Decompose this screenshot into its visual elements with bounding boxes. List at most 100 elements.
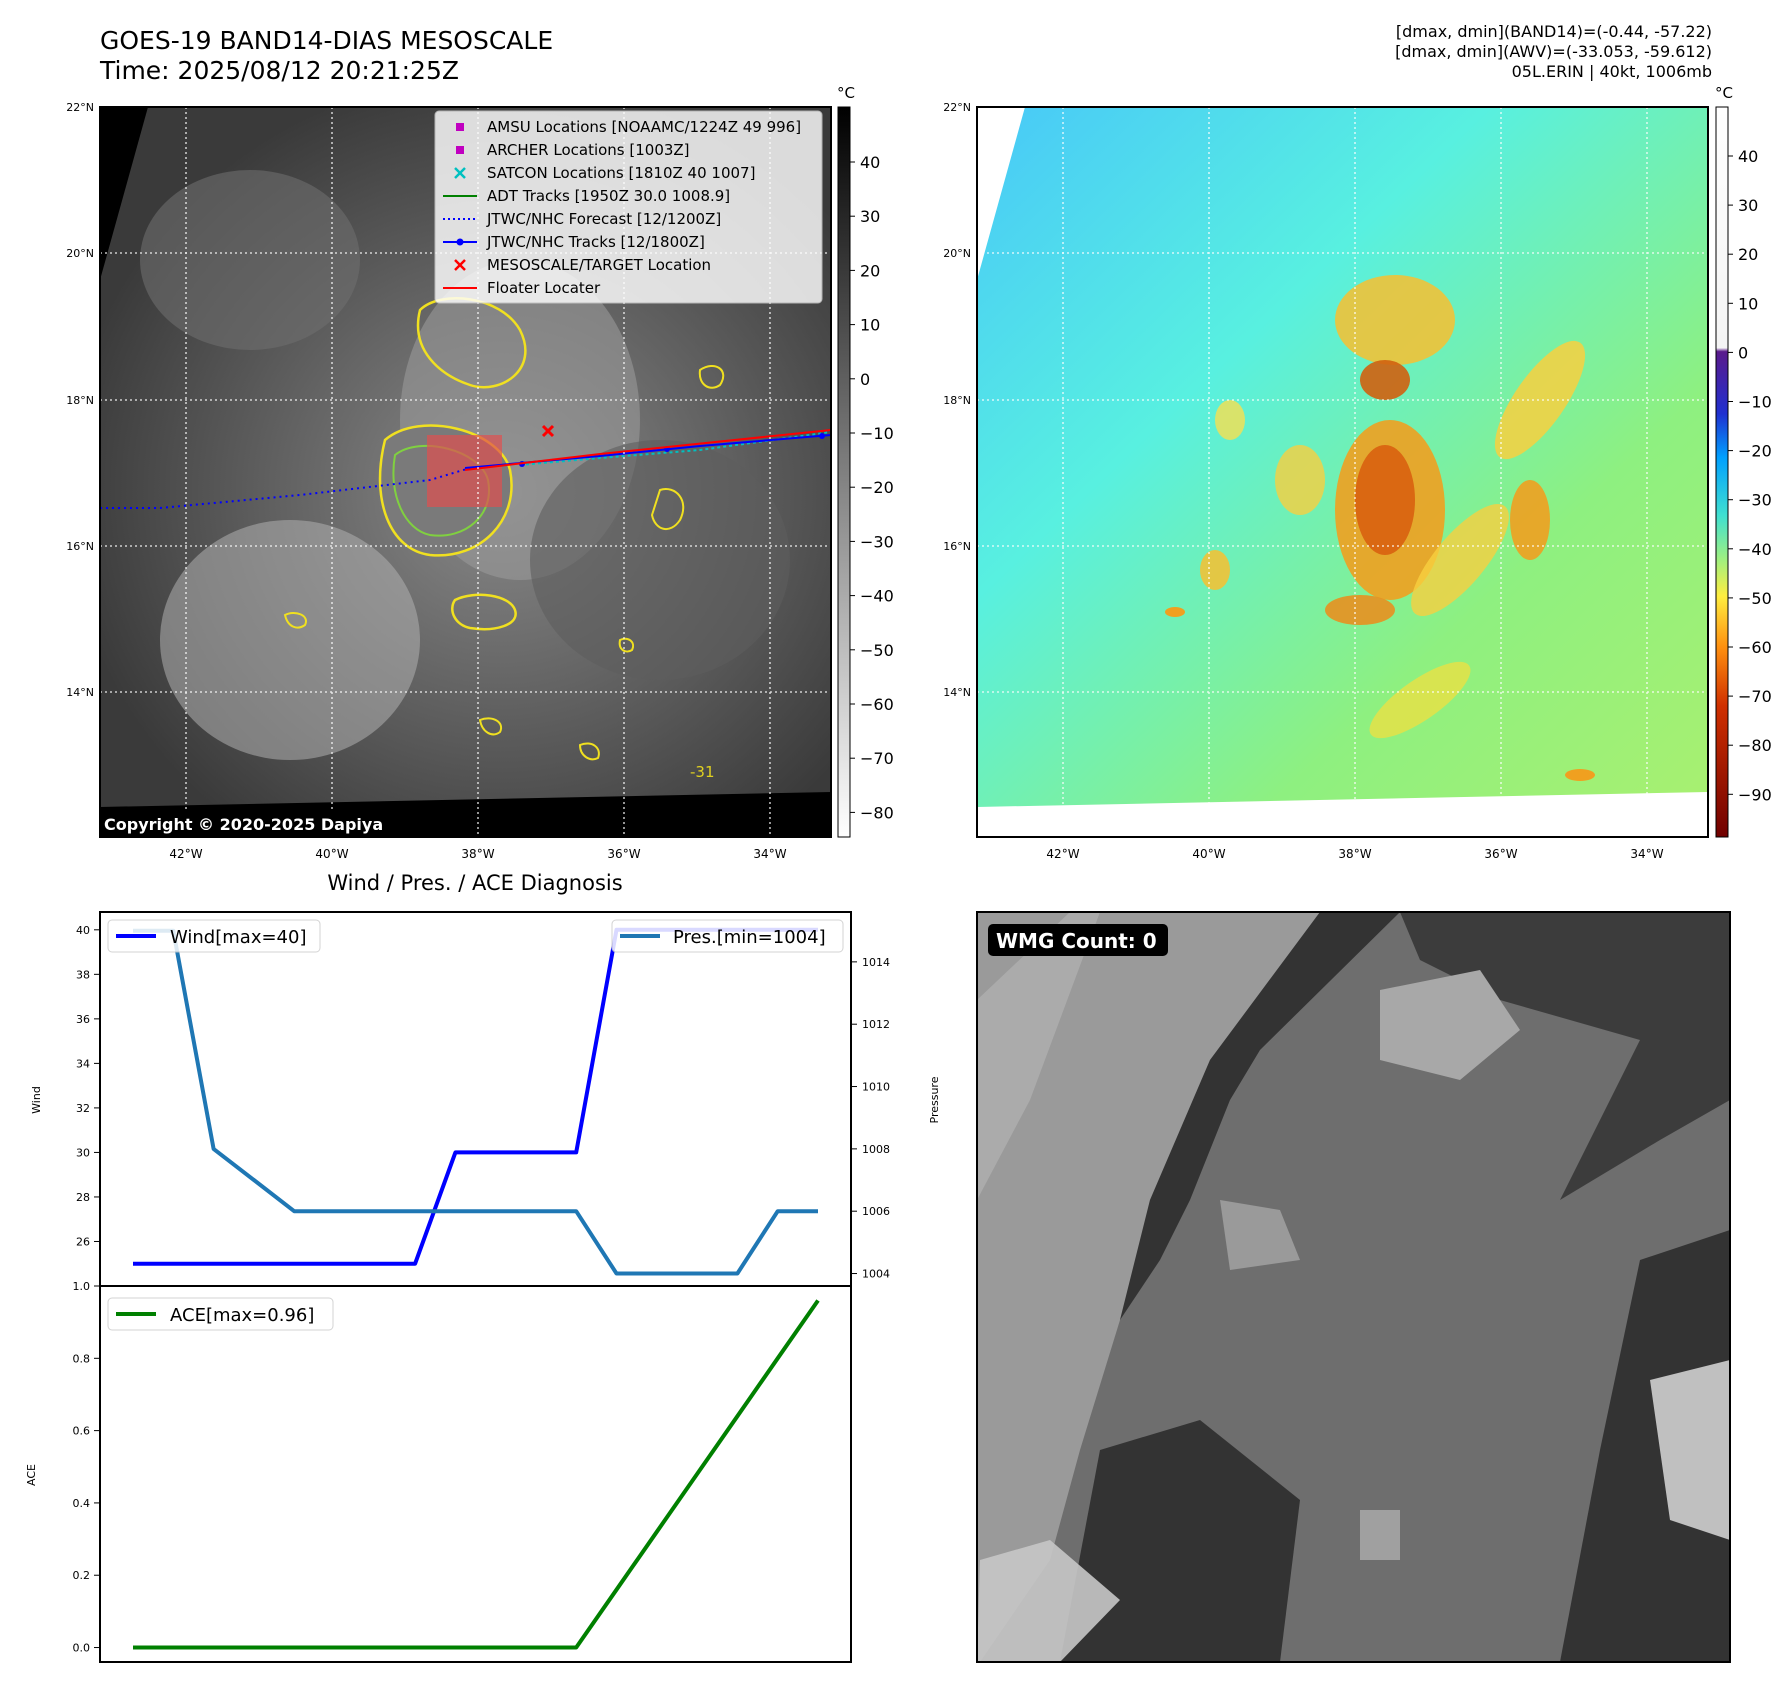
- pressure-series-line: [133, 928, 818, 1276]
- stats-block: [dmax, dmin](BAND14)=(-0.44, -57.22) [dm…: [1395, 22, 1712, 82]
- pressure-tick: 1006: [862, 1205, 890, 1218]
- ir-legend-item: ADT Tracks [1950Z 30.0 1008.9]: [443, 187, 730, 205]
- ir-colorbar-tick: 40: [860, 153, 880, 172]
- ace-legend: ACE[max=0.96]: [107, 1297, 334, 1331]
- wind-tick: 32: [76, 1102, 90, 1115]
- wv-colorbar-tick: −90: [1738, 785, 1772, 804]
- ir-legend-item: AMSU Locations [NOAAMC/1224Z 49 996]: [456, 118, 801, 136]
- wv-colorbar-tick: −70: [1738, 687, 1772, 706]
- wv-colorbar-tick: 10: [1738, 294, 1758, 313]
- wv-colorbar-tick: 0: [1738, 343, 1748, 362]
- wv-lon-tick: 38°W: [1338, 847, 1371, 861]
- copyright-text: Copyright © 2020-2025 Dapiya: [104, 815, 383, 834]
- ir-colorbar-tick: −80: [860, 803, 894, 822]
- pressure-legend: Pres.[min=1004]: [611, 919, 844, 953]
- ir-lat-tick: 22°N: [66, 101, 94, 114]
- wind-tick: 36: [76, 1013, 90, 1026]
- ir-legend-item: Floater Locater: [443, 279, 601, 297]
- ir-lon-tick: 42°W: [169, 847, 202, 861]
- wv-colorbar-tick: 20: [1738, 245, 1758, 264]
- wv-panel: [976, 106, 1709, 838]
- wv-imagery: [977, 107, 1708, 807]
- diagnosis-chart: Wind / Pres. / ACE Diagnosis Wind Pressu…: [25, 871, 941, 1663]
- ace-legend-label: ACE[max=0.96]: [170, 1305, 314, 1326]
- wv-colorbar-tick: 40: [1738, 147, 1758, 166]
- ir-colorbar: °C 40 30 20 10 0 −10 −20 −30 −40 −50 −60 −70 −80: [837, 84, 894, 838]
- wind-legend: Wind[max=40]: [107, 919, 321, 953]
- wmg-left-region: [977, 912, 1320, 1662]
- wind-legend-label: Wind[max=40]: [170, 927, 307, 948]
- wv-colorbar-tick: 30: [1738, 196, 1758, 215]
- wind-tick: 28: [76, 1191, 90, 1204]
- ir-colorbar-tick: −50: [860, 641, 894, 660]
- wv-colorbar: °C 40 30 20 10 0 −10 −20 −30 −40 −50 −60 −70 −80 −90: [1715, 84, 1772, 838]
- ir-lat-tick: 20°N: [66, 247, 94, 260]
- diag-title: Wind / Pres. / ACE Diagnosis: [327, 871, 622, 895]
- ir-colorbar-tick: −40: [860, 587, 894, 606]
- wind-tick: 26: [76, 1235, 90, 1248]
- wv-colorbar-tick: −60: [1738, 638, 1772, 657]
- ir-lat-tick: 16°N: [66, 540, 94, 553]
- pressure-legend-label: Pres.[min=1004]: [673, 927, 826, 948]
- ace-tick: 0.0: [73, 1642, 91, 1655]
- ace-series-line: [133, 1299, 820, 1650]
- wv-gridlines: [977, 107, 1708, 837]
- ace-tick: 0.6: [73, 1425, 91, 1438]
- title-line2: Time: 2025/08/12 20:21:25Z: [100, 56, 459, 85]
- ir-lon-tick: 40°W: [315, 847, 348, 861]
- wind-tick: 38: [76, 968, 90, 981]
- ir-legend-item: ARCHER Locations [1003Z]: [456, 141, 690, 159]
- wind-pres-axes: [99, 911, 852, 1287]
- storm-info: 05L.ERIN | 40kt, 1006mb: [1511, 62, 1712, 81]
- ir-colorbar-tick: −10: [860, 424, 894, 443]
- ir-legend-label: MESOSCALE/TARGET Location: [487, 256, 711, 274]
- ir-colorbar-tick: −70: [860, 749, 894, 768]
- wv-lon-tick: 36°W: [1484, 847, 1517, 861]
- wv-lat-tick: 20°N: [943, 247, 971, 260]
- ir-colorbar-tick: −60: [860, 695, 894, 714]
- wv-lat-tick: 14°N: [943, 686, 971, 699]
- wind-tick: 40: [76, 924, 90, 937]
- ir-colorbar-tick: 10: [860, 316, 880, 335]
- ir-colorbar-tick: 0: [860, 370, 870, 389]
- ir-colorbar-unit: °C: [837, 84, 855, 102]
- wv-lon-tick: 42°W: [1046, 847, 1079, 861]
- wind-tick: 34: [76, 1057, 90, 1070]
- ace-tick: 0.2: [73, 1569, 91, 1582]
- floater-box: [427, 435, 502, 507]
- ace-tick: 1.0: [73, 1280, 91, 1293]
- ir-colorbar-tick: −20: [860, 478, 894, 497]
- wv-colorbar-tick: −20: [1738, 442, 1772, 461]
- stat-band14: [dmax, dmin](BAND14)=(-0.44, -57.22): [1395, 22, 1712, 41]
- ir-lat-tick: 18°N: [66, 394, 94, 407]
- wv-lat-tick: 16°N: [943, 540, 971, 553]
- wv-lat-tick: 22°N: [943, 101, 971, 114]
- ir-legend-label: ADT Tracks [1950Z 30.0 1008.9]: [487, 187, 730, 205]
- stat-awv: [dmax, dmin](AWV)=(-33.053, -59.612): [1395, 42, 1712, 61]
- pressure-tick: 1010: [862, 1081, 890, 1094]
- wmg-count-label: WMG Count: 0: [996, 929, 1157, 953]
- pressure-tick: 1012: [862, 1018, 890, 1031]
- figure-title: GOES-19 BAND14-DIAS MESOSCALE Time: 2025…: [100, 26, 553, 86]
- ir-legend-label: JTWC/NHC Tracks [12/1800Z]: [486, 233, 705, 251]
- wv-colorbar-tick: −30: [1738, 491, 1772, 510]
- pressure-tick: 1014: [862, 956, 890, 969]
- pressure-tick: 1004: [862, 1268, 890, 1281]
- wv-lon-tick: 40°W: [1192, 847, 1225, 861]
- ir-legend-item: JTWC/NHC Tracks [12/1800Z]: [443, 233, 705, 251]
- wv-colorbar-tick: −10: [1738, 393, 1772, 412]
- ir-legend-item: MESOSCALE/TARGET Location: [454, 256, 711, 274]
- ir-legend-label: ARCHER Locations [1003Z]: [487, 141, 690, 159]
- wv-colorbar-tick: −80: [1738, 736, 1772, 755]
- ir-legend-label: JTWC/NHC Forecast [12/1200Z]: [486, 210, 721, 228]
- title-line1: GOES-19 BAND14-DIAS MESOSCALE: [100, 26, 554, 55]
- wmg-dark-band-left: [1120, 912, 1400, 1320]
- ir-legend-item: SATCON Locations [1810Z 40 1007]: [454, 164, 755, 182]
- wind-tick: 30: [76, 1146, 90, 1159]
- ir-colorbar-tick: 20: [860, 261, 880, 280]
- wv-lon-tick: 34°W: [1630, 847, 1663, 861]
- contour-label: -31: [690, 763, 715, 781]
- wv-colorbar-tick: −50: [1738, 589, 1772, 608]
- ir-lon-tick: 38°W: [461, 847, 494, 861]
